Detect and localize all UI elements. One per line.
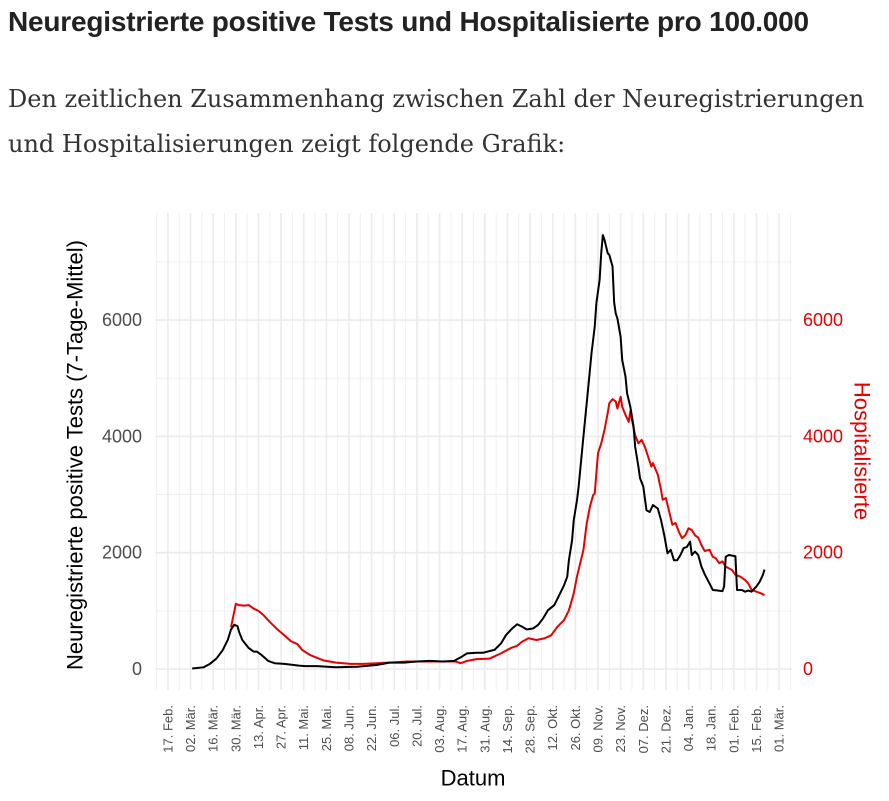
y-right-tick-label: 6000 — [803, 310, 843, 330]
x-axis-title: Datum — [441, 766, 506, 791]
series-layer — [192, 234, 766, 670]
page-heading: Neuregistrierte positive Tests und Hospi… — [8, 6, 809, 37]
x-tick-label: 20. Jul. — [409, 705, 424, 747]
y-axis-right-tick-labels: 0 2000 4000 6000 — [803, 310, 843, 679]
y-axis-tick-labels: 0 2000 4000 6000 — [102, 310, 142, 679]
x-tick-label: 07. Dez. — [636, 705, 651, 753]
intro-line-1: Den zeitlichen Zusammenhang zwischen Zah… — [8, 85, 865, 113]
x-tick-label: 03. Aug. — [432, 705, 447, 753]
y-tick-label: 4000 — [102, 426, 142, 446]
x-tick-label: 14. Sep. — [500, 705, 515, 753]
x-tick-label: 23. Nov. — [613, 705, 628, 752]
intro-paragraph: Den zeitlichen Zusammenhang zwischen Zah… — [8, 77, 889, 167]
x-tick-label: 18. Jan. — [704, 705, 719, 751]
x-tick-label: 31. Aug. — [477, 705, 492, 753]
y-tick-label: 2000 — [102, 543, 142, 563]
x-tick-label: 25. Mai. — [319, 705, 334, 751]
x-tick-label: 27. Apr. — [274, 705, 289, 749]
series-line-hospitalisierte — [230, 395, 765, 665]
x-tick-label: 06. Jul. — [387, 705, 402, 747]
x-tick-label: 15. Feb. — [749, 705, 764, 753]
x-tick-label: 11. Mai. — [296, 705, 311, 750]
y-right-tick-label: 2000 — [803, 543, 843, 563]
y-axis-title: Neuregistrierte positive Tests (7-Tage-M… — [63, 240, 88, 670]
y-axis-right-title: Hospitalisierte — [850, 382, 875, 520]
grid-minor — [155, 213, 792, 690]
x-tick-label: 17. Aug. — [455, 705, 470, 753]
x-tick-label: 16. Mär. — [206, 705, 221, 752]
x-tick-label: 21. Dez. — [658, 705, 673, 753]
x-tick-label: 01. Mär. — [772, 705, 787, 752]
x-tick-label: 28. Sep. — [523, 705, 538, 753]
intro-line-2: und Hospitalisierungen zeigt folgende Gr… — [8, 130, 566, 158]
y-tick-label: 0 — [132, 659, 142, 679]
x-tick-label: 12. Okt. — [545, 705, 560, 751]
y-right-tick-label: 0 — [803, 659, 813, 679]
y-tick-label: 6000 — [102, 310, 142, 330]
chart: 17. Feb. 02. Mär. 16. Mär. 30. Mär. 13. Apr.… — [63, 213, 875, 791]
x-tick-label: 30. Mär. — [228, 705, 243, 752]
series-line-positive-tests — [192, 234, 766, 670]
x-tick-label: 09. Nov. — [590, 705, 605, 752]
x-tick-label: 17. Feb. — [160, 705, 175, 753]
x-tick-label: 22. Jun. — [364, 705, 379, 751]
x-tick-label: 26. Okt. — [568, 705, 583, 751]
x-tick-label: 01. Feb. — [726, 705, 741, 753]
x-tick-label: 02. Mär. — [183, 705, 198, 752]
x-tick-label: 13. Apr. — [251, 705, 266, 749]
x-axis-tick-labels: 17. Feb. 02. Mär. 16. Mär. 30. Mär. 13. Apr.… — [160, 705, 786, 753]
x-tick-label: 08. Jun. — [342, 705, 357, 751]
x-tick-label: 04. Jan. — [681, 705, 696, 751]
y-right-tick-label: 4000 — [803, 426, 843, 446]
